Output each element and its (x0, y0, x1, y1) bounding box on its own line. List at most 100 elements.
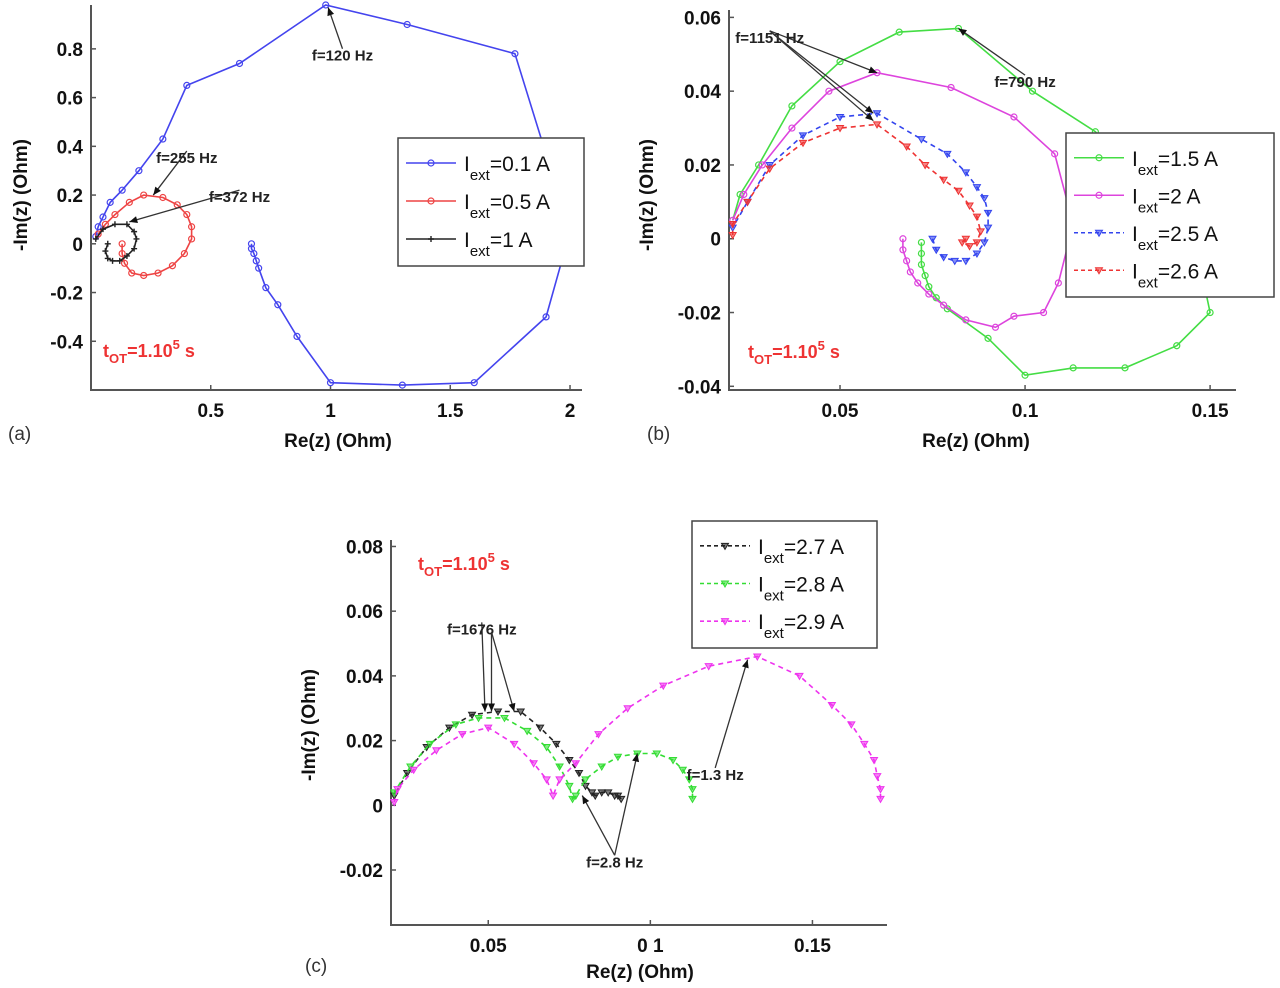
data-point-marker (451, 721, 461, 729)
axis-lines (90, 5, 582, 391)
x-tick-label: 0.05 (822, 401, 859, 422)
y-tick-label: 0.6 (57, 89, 83, 110)
data-point-marker (616, 795, 626, 804)
annotation-arrow (769, 30, 874, 114)
data-point-marker (529, 760, 539, 768)
y-axis-title-c: -Im(z) (Ohm) (299, 669, 320, 781)
data-point-marker (652, 750, 662, 759)
data-point-marker (684, 776, 694, 784)
data-point-marker (688, 795, 697, 804)
plot-area-a: 0.5 1 1.5 2 -0.4 -0.2 0 0.2 0.4 0.6 0.8 f=120 Hz f=2… (50, 1, 585, 422)
data-point-marker (474, 714, 483, 723)
data-series (728, 110, 993, 266)
arrow-head-icon (582, 795, 590, 805)
data-point-marker (917, 260, 926, 269)
data-point-marker (106, 198, 114, 206)
axis-lines (390, 540, 887, 926)
data-point-marker (322, 1, 330, 9)
data-point-marker (111, 221, 118, 228)
data-point-marker (906, 268, 914, 276)
data-point-marker (859, 740, 869, 749)
x-tick-label: 0.1 (1012, 401, 1039, 422)
data-point-marker (991, 323, 1000, 331)
y-axis-title-a: -Im(z) (Ohm) (11, 139, 32, 251)
data-point-marker (235, 59, 244, 68)
y-tick-label: 0 (372, 796, 383, 817)
data-point-marker (962, 316, 970, 324)
data-point-marker (123, 252, 130, 259)
data-series (389, 708, 626, 804)
data-point-marker (925, 283, 933, 291)
data-point-marker (1069, 364, 1077, 372)
arrow-head-icon (864, 105, 874, 114)
data-point-marker (428, 236, 434, 242)
data-point-marker (180, 249, 189, 258)
data-point-marker (972, 250, 982, 258)
arrow-head-icon (481, 703, 489, 712)
data-point-marker (274, 301, 282, 309)
data-point-marker (872, 121, 882, 129)
aging-time-annotation-a: tOT=1.105 s (103, 337, 195, 366)
annotation-arrow (152, 150, 188, 196)
data-point-marker (921, 272, 929, 280)
y-tick-label: 0.02 (346, 732, 383, 753)
plot-area-c: 0.05 0 1 0.15 -0.02 0 0.02 0.04 0.06 0.08 f=1676 … (340, 520, 887, 957)
arrow-head-icon (327, 7, 335, 17)
panel-label-a: (a) (8, 424, 31, 445)
data-point-marker (957, 239, 967, 247)
legend: Iext=2.7 A Iext=2.8 A Iext=2.9 A (691, 520, 878, 649)
data-point-marker (917, 136, 926, 144)
legend-box (691, 520, 878, 649)
data-point-marker (548, 792, 558, 801)
data-point-marker (825, 87, 833, 95)
arrow-head-icon (958, 28, 968, 36)
arrow-head-icon (741, 659, 749, 669)
data-point-marker (183, 210, 191, 219)
legend-item: Iext=1.5 A (1074, 148, 1218, 179)
data-point-marker (326, 379, 335, 387)
y-tick-label: 0.06 (346, 602, 383, 623)
annotation-text: f=790 Hz (994, 74, 1055, 91)
data-point-marker (1173, 342, 1181, 350)
data-point-marker (972, 184, 982, 192)
data-point-marker (954, 24, 963, 33)
data-point-marker (827, 702, 837, 710)
frequency-annotation (487, 632, 495, 712)
legend-label: Iext=0.1 A (464, 153, 550, 184)
series-line (731, 71, 1075, 329)
panel-label-c: (c) (305, 956, 327, 977)
frequency-annotation (769, 30, 874, 114)
arrow-head-icon (508, 702, 516, 712)
data-point-marker (444, 724, 454, 733)
data-point-marker (183, 81, 191, 90)
data-point-marker (597, 763, 607, 771)
data-point-marker (765, 161, 775, 170)
data-point-marker (255, 264, 263, 272)
data-point-marker (942, 150, 952, 159)
arrow-head-icon (129, 216, 138, 224)
x-tick-label: 1 (325, 401, 336, 422)
data-point-marker (1054, 279, 1062, 287)
panel-label-b: (b) (647, 424, 670, 445)
data-point-marker (939, 176, 949, 185)
data-point-marker (120, 259, 129, 267)
data-point-marker (154, 269, 162, 277)
data-point-marker (542, 313, 550, 321)
y-tick-label: 0.04 (346, 667, 383, 688)
data-point-marker (961, 169, 971, 177)
data-point-marker (876, 786, 885, 794)
frequency-annotation: f=120 Hz (312, 7, 373, 65)
legend-item: Iext=2.6 A (1074, 260, 1218, 291)
data-point-marker (516, 708, 526, 716)
data-point-marker (917, 238, 926, 247)
legend: Iext=1.5 A Iext=2 A Iext=2.5 A Iext=2.6 A (1065, 132, 1275, 298)
data-point-marker (869, 757, 879, 765)
data-series (94, 191, 196, 280)
data-point-marker (1094, 229, 1104, 238)
series-line (732, 112, 989, 262)
data-point-marker (876, 795, 885, 804)
y-tick-label: 0 (72, 235, 83, 256)
legend-label: Iext=1.5 A (1132, 148, 1218, 179)
data-point-marker (613, 753, 623, 762)
data-point-marker (128, 269, 136, 277)
